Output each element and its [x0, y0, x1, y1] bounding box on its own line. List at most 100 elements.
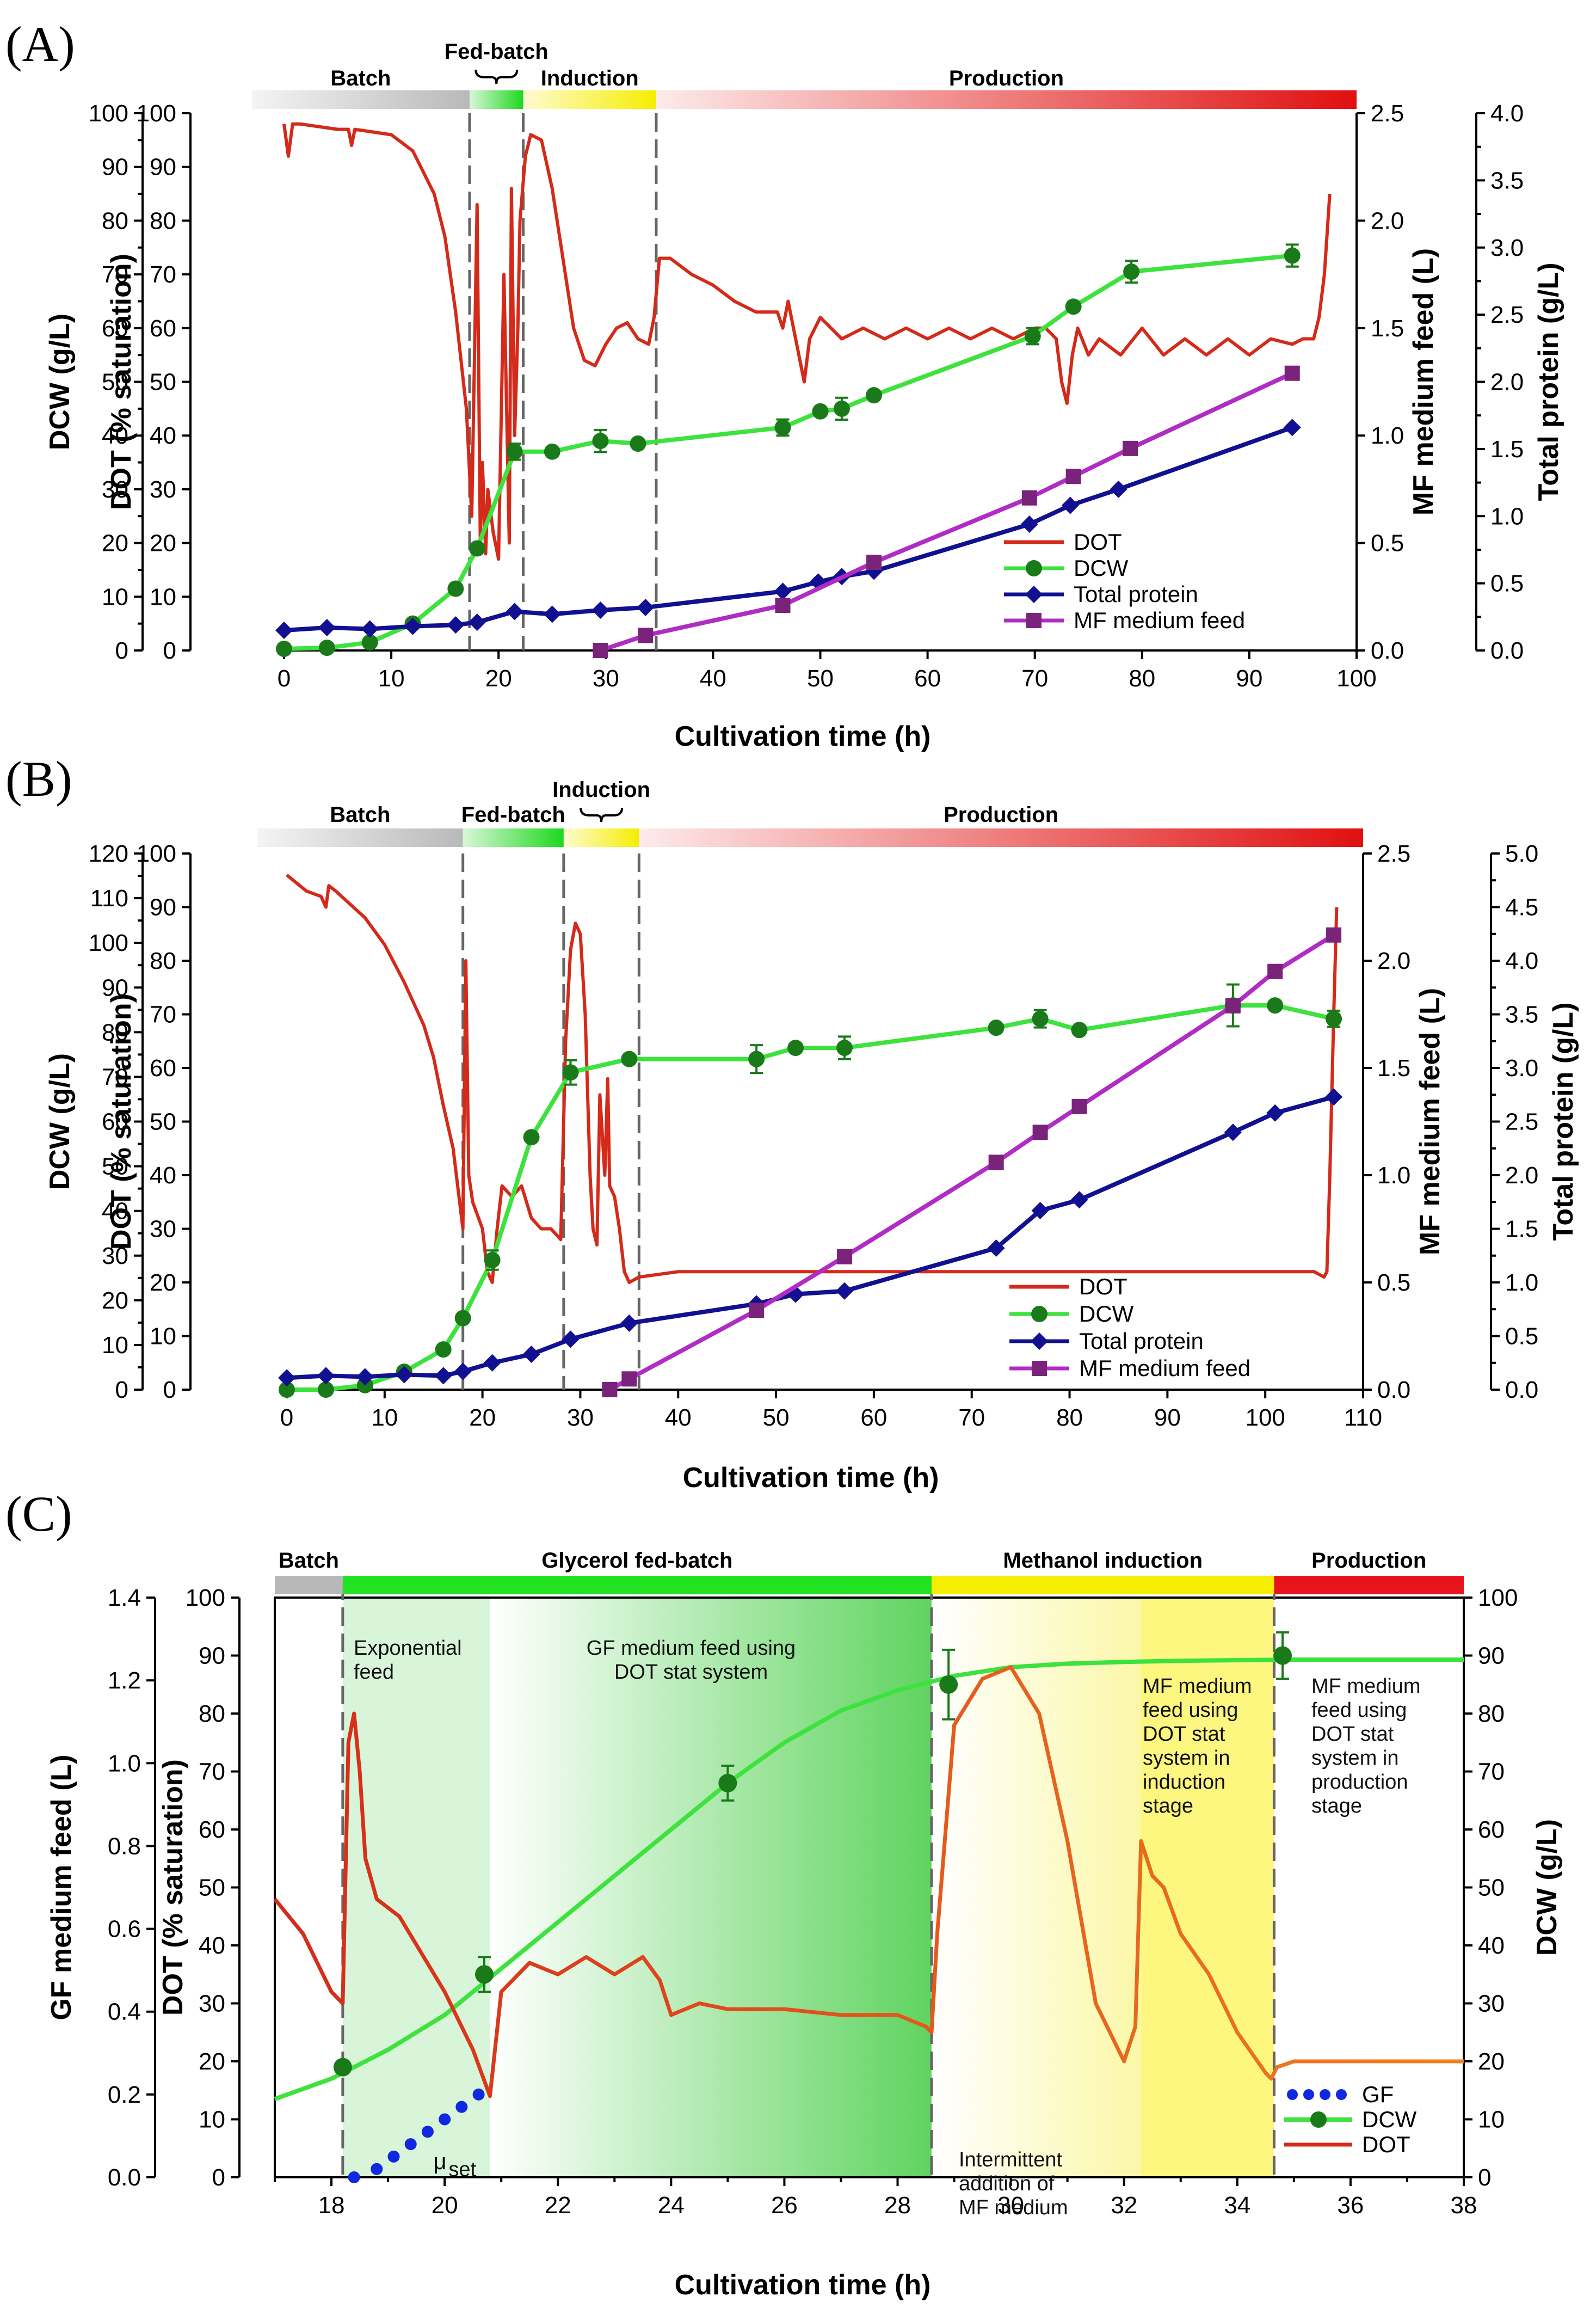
x-tick-label: 20 [469, 1404, 496, 1431]
y-tick-label-dot: 20 [150, 530, 176, 557]
x-tick-label: 26 [771, 2192, 798, 2219]
legend-label-total-protein: Total protein [1079, 1328, 1204, 1354]
x-tick-label: 110 [1344, 1404, 1382, 1431]
y-axis-title-prot: Total protein (g/L) [1548, 1002, 1579, 1241]
phase-bar-batch [257, 828, 463, 847]
y-tick-label-dcw: 40 [102, 422, 128, 449]
feed-point [1326, 927, 1342, 943]
y-tick-label-feed: 0.0 [1377, 1377, 1410, 1403]
x-tick-label: 18 [318, 2192, 345, 2219]
x-tick-label: 60 [860, 1404, 887, 1431]
phase-bar-methanol-induction [931, 1576, 1274, 1594]
panel-c-phasebar: Batch Glycerol fed-batch Methanol inductio… [275, 1549, 1464, 1594]
x-tick-label: 0 [278, 665, 291, 692]
y-tick-label-dot: 0 [212, 2164, 225, 2191]
y-tick-label-prot: 0.0 [1490, 637, 1524, 664]
feed-point [1032, 1125, 1048, 1140]
legend-marker-feed [1032, 1361, 1047, 1376]
protein-point [454, 1362, 472, 1380]
y-tick-label-prot: 0.5 [1490, 570, 1524, 597]
y-tick-label-dot: 30 [150, 1216, 176, 1243]
y-tick-label-feed: 2.0 [1377, 948, 1410, 974]
phase-label-batch: Batch [279, 1549, 339, 1573]
y-tick-label-prot: 4.5 [1505, 894, 1538, 921]
phase-bar-induction [523, 90, 656, 109]
x-tick-label: 90 [1154, 1404, 1181, 1431]
feed-point [1123, 440, 1138, 456]
panel-b-xlabel: Cultivation time (h) [683, 1462, 939, 1494]
protein-point [1110, 480, 1127, 498]
legend-label-total-protein: Total protein [1074, 581, 1198, 607]
legend-label-dcw: DCW [1074, 555, 1129, 581]
y-tick-label-dcw: 70 [1478, 1759, 1505, 1785]
y-tick-label-prot: 5.0 [1505, 840, 1538, 867]
y-tick-label-dot: 100 [137, 840, 176, 867]
x-tick-label: 10 [378, 665, 405, 692]
protein-point [522, 1345, 540, 1363]
y-tick-label-dcw: 100 [1478, 1585, 1518, 1611]
y-tick-label-dcw: 60 [102, 315, 128, 342]
phase-bar-induction [563, 828, 639, 847]
y-tick-label-dcw: 40 [1478, 1932, 1505, 1959]
bg-induction-light [931, 1598, 1141, 2177]
x-tick-label: 20 [485, 665, 512, 692]
y-tick-label-dcw: 50 [102, 1153, 128, 1180]
x-tick-label: 34 [1224, 2192, 1250, 2219]
feed-point [1284, 365, 1300, 381]
dcw-point [787, 1040, 804, 1057]
bg-exponential [342, 1598, 490, 2177]
y-tick-label-dot: 90 [199, 1643, 225, 1669]
y-tick-label-dot: 0 [163, 637, 176, 664]
dcw-point [435, 1341, 452, 1358]
x-tick-label: 0 [280, 1404, 293, 1431]
x-tick-label: 80 [1056, 1404, 1083, 1431]
y-tick-label-dcw: 0 [115, 637, 128, 664]
feed-point [866, 555, 882, 570]
panel-b-series [278, 874, 1343, 1398]
phase-bar-batch [275, 1576, 343, 1594]
panel-a-axes: 0 10 20 30 40 50 60 70 80 90 100010203040506070809… [44, 100, 1564, 692]
protein-point [1224, 1123, 1242, 1141]
dcw-point [1024, 328, 1041, 345]
y-tick-label-dcw: 50 [102, 369, 128, 396]
y-tick-label-prot: 2.0 [1505, 1162, 1538, 1189]
y-tick-label-dcw: 30 [102, 1243, 128, 1269]
phase-label-methanol-induction: Methanol induction [1003, 1549, 1203, 1573]
y-tick-label-prot: 1.0 [1490, 503, 1524, 530]
y-tick-label-dot: 70 [150, 261, 176, 288]
legend-marker-protein [1025, 586, 1043, 603]
y-tick-label-prot: 3.5 [1505, 1002, 1538, 1028]
series-line-dot [273, 1665, 1464, 2098]
legend-label-gf: GF [1362, 2081, 1394, 2107]
y-tick-label-feed: 1.5 [1371, 315, 1404, 342]
feed-point [1065, 469, 1081, 484]
protein-point [543, 605, 561, 623]
y-tick-label-feed: 1.0 [1377, 1162, 1410, 1189]
panel-a-label: (A) [5, 16, 75, 72]
protein-point [434, 1367, 452, 1385]
y-tick-label-dot: 60 [199, 1816, 225, 1843]
series-line-mf-medium-feed [600, 371, 1293, 653]
dcw-point [1065, 298, 1082, 315]
protein-point [1031, 1202, 1049, 1220]
phase-bar-production [1274, 1576, 1464, 1594]
x-tick-label: 32 [1111, 2192, 1137, 2219]
dcw-point [718, 1773, 737, 1792]
gf-point [404, 2138, 417, 2151]
dcw-point [317, 1381, 334, 1398]
phase-brace [475, 69, 519, 84]
x-tick-label: 22 [545, 2192, 571, 2219]
feed-point [1021, 490, 1037, 506]
dcw-point [447, 580, 464, 597]
y-tick-label-dot: 70 [150, 1002, 176, 1028]
protein-point [637, 599, 655, 617]
legend-label-dot: DOT [1074, 529, 1122, 555]
gf-point [455, 2101, 468, 2113]
feed-point [1267, 963, 1283, 979]
mu-set-subscript: set [448, 2158, 476, 2181]
dcw-point [1273, 1646, 1292, 1665]
legend-marker-gf [1336, 2089, 1347, 2100]
y-tick-label-dot: 30 [199, 1991, 225, 2017]
